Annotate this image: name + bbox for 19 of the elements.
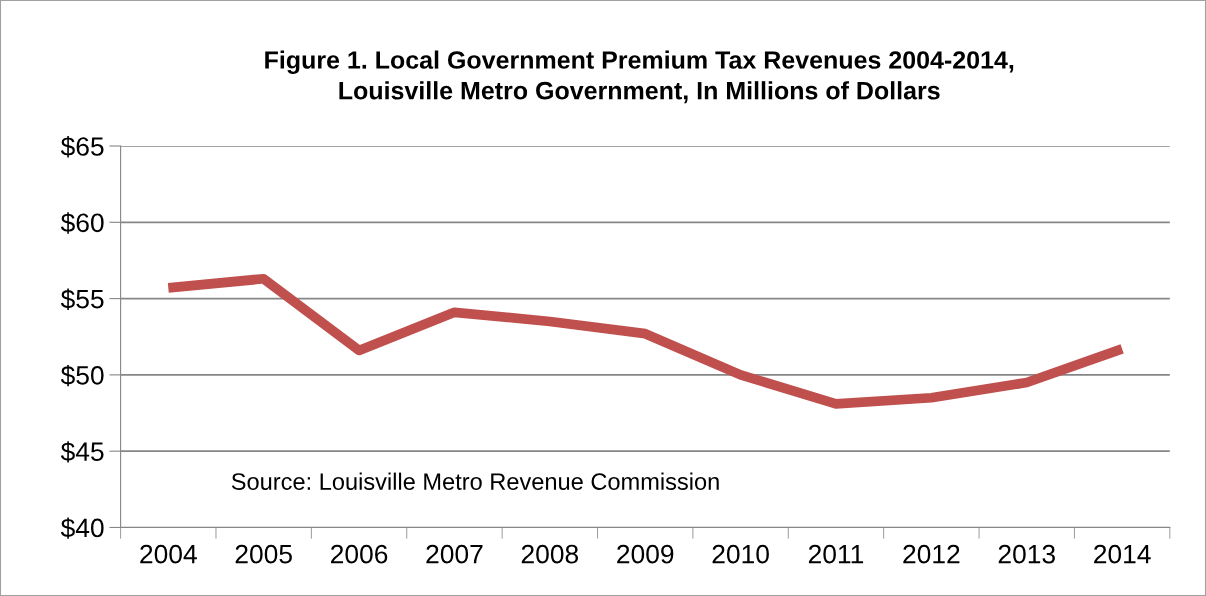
annotation: Source: Louisville Metro Revenue Commission bbox=[231, 472, 719, 490]
x-tick-label: 2007 bbox=[426, 544, 483, 564]
x-tick-label: 2014 bbox=[1094, 544, 1151, 564]
y-tick-label: $50 bbox=[60, 364, 104, 387]
x-tick-label: 2010 bbox=[712, 544, 769, 564]
y-tick-label: $40 bbox=[60, 517, 104, 539]
x-tick-label: 2004 bbox=[140, 544, 197, 564]
y-tick-label: $65 bbox=[60, 136, 104, 158]
y-tick-label: $55 bbox=[60, 288, 104, 310]
x-tick-label: 2006 bbox=[331, 544, 388, 564]
x-tick-label: 2009 bbox=[617, 544, 674, 564]
x-tick-label: 2011 bbox=[808, 544, 864, 564]
x-tick-label: 2005 bbox=[235, 544, 292, 564]
x-tick-label: 2008 bbox=[521, 544, 579, 564]
chart-title: Figure 1. Local Government Premium Tax Revenues 2004-2014, Louisville Metro Government, In Millions of Dollars bbox=[265, 50, 1014, 104]
y-tick-label: $60 bbox=[60, 212, 104, 234]
y-tick-label: $45 bbox=[60, 441, 104, 463]
x-tick-label: 2012 bbox=[903, 544, 960, 564]
x-tick-label: 2013 bbox=[998, 544, 1055, 564]
